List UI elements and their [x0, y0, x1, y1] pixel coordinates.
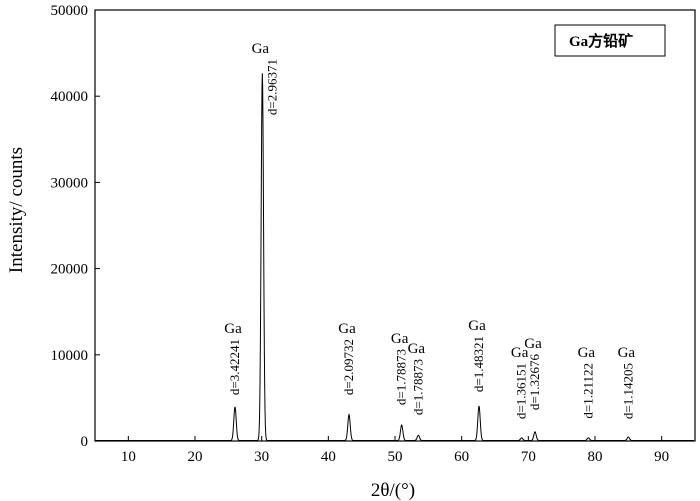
peak-phase-label: Ga	[511, 345, 529, 361]
peak-phase-label: Ga	[524, 336, 542, 352]
peak-d-spacing-label: d=1.21122	[580, 363, 595, 419]
peak-d-spacing-label: d=1.78873	[410, 359, 425, 415]
y-tick-label: 30000	[51, 175, 89, 191]
peak-phase-label: Ga	[578, 345, 596, 361]
peak-d-spacing-label: d=1.36151	[514, 363, 529, 419]
curve-layer	[95, 73, 694, 441]
y-tick-label: 10000	[51, 348, 89, 364]
legend-box	[554, 24, 666, 57]
diffraction-curve	[95, 73, 694, 441]
x-tick-label: 30	[254, 449, 269, 465]
x-tick-label: 80	[588, 449, 603, 465]
peak-phase-label: Ga	[408, 341, 426, 357]
y-axis-title: Intensity/ counts	[6, 147, 27, 273]
y-tick-label: 40000	[51, 89, 89, 105]
peak-phase-label: Ga	[338, 321, 356, 337]
peak-phase-label: Ga	[391, 331, 409, 347]
peak-phase-label: Ga	[252, 41, 270, 57]
peak-d-spacing-label: d=2.09732	[341, 339, 356, 395]
x-tick-label: 90	[654, 449, 669, 465]
x-tick-label: 40	[321, 449, 336, 465]
peak-d-spacing-label: d=1.32676	[527, 354, 542, 411]
peak-d-spacing-label: d=2.96371	[264, 59, 279, 115]
legend-label: Ga方铅矿	[569, 32, 633, 50]
x-axis-title: 2θ/(°)	[371, 480, 415, 501]
x-tick-label: 70	[521, 449, 536, 465]
y-tick-label: 20000	[51, 262, 89, 278]
x-tick-label: 50	[388, 449, 403, 465]
peak-d-spacing-label: d=1.78873	[394, 349, 409, 405]
x-tick-label: 10	[121, 449, 136, 465]
peak-d-spacing-label: d=3.42241	[227, 339, 242, 395]
tick-layer: 10 20 30 40 50 60 70 80 90 0 10000 20000 30000 40000 5…	[51, 3, 670, 465]
y-tick-label: 0	[81, 434, 89, 450]
peak-d-spacing-label: d=1.14205	[620, 363, 635, 419]
y-tick-label: 50000	[51, 3, 89, 19]
x-tick-label: 60	[454, 449, 469, 465]
peak-d-spacing-label: d=1.48321	[471, 336, 486, 392]
peak-phase-label: Ga	[468, 318, 486, 334]
peak-phase-label: Ga	[224, 321, 242, 337]
x-tick-label: 20	[188, 449, 203, 465]
peak-phase-label: Ga	[618, 345, 636, 361]
